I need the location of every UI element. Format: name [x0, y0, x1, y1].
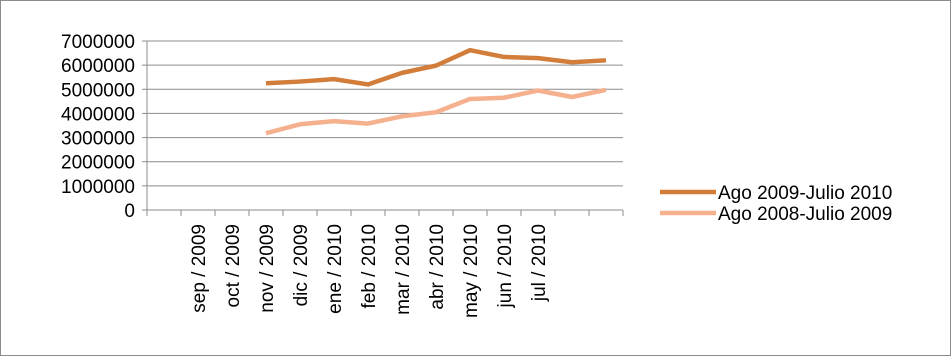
x-tick-label: ene / 2010 — [325, 224, 346, 314]
x-tick-label: abr / 2010 — [427, 224, 448, 310]
x-tick-labels: sep / 2009 oct / 2009 nov / 2009 dic / 2009… — [189, 224, 550, 318]
x-tick-label: nov / 2009 — [257, 224, 278, 313]
y-tick-label: 0 — [124, 201, 135, 222]
y-tick-label: 2000000 — [61, 153, 135, 174]
x-tick-label: dic / 2009 — [291, 224, 312, 306]
y-tick-labels: 7000000 6000000 5000000 4000000 3000000 20000… — [61, 32, 135, 222]
y-tick-label: 5000000 — [61, 80, 135, 101]
y-tick-label: 1000000 — [61, 177, 135, 198]
x-tick-label: feb / 2010 — [359, 224, 380, 309]
x-tick-label: oct / 2009 — [223, 224, 244, 307]
x-tick-label: may / 2010 — [461, 224, 482, 318]
x-tick-label: jul / 2010 — [529, 224, 550, 302]
y-tick-label: 7000000 — [61, 32, 135, 53]
series-lines — [265, 47, 607, 136]
series-line-2 — [265, 87, 607, 136]
y-tick-label: 3000000 — [61, 129, 135, 150]
x-tick-label: jun / 2010 — [495, 224, 516, 308]
legend-label-1: Ago 2009-Julio 2010 — [718, 183, 892, 204]
series-line-1 — [265, 47, 607, 87]
x-tick-label: sep / 2009 — [189, 224, 210, 313]
gridlines — [147, 40, 623, 187]
axes — [142, 40, 624, 216]
x-tick-label: mar / 2010 — [393, 224, 414, 315]
legend-label-2: Ago 2008-Julio 2009 — [718, 204, 892, 225]
y-tick-label: 4000000 — [61, 104, 135, 125]
y-tick-label: 6000000 — [61, 56, 135, 77]
